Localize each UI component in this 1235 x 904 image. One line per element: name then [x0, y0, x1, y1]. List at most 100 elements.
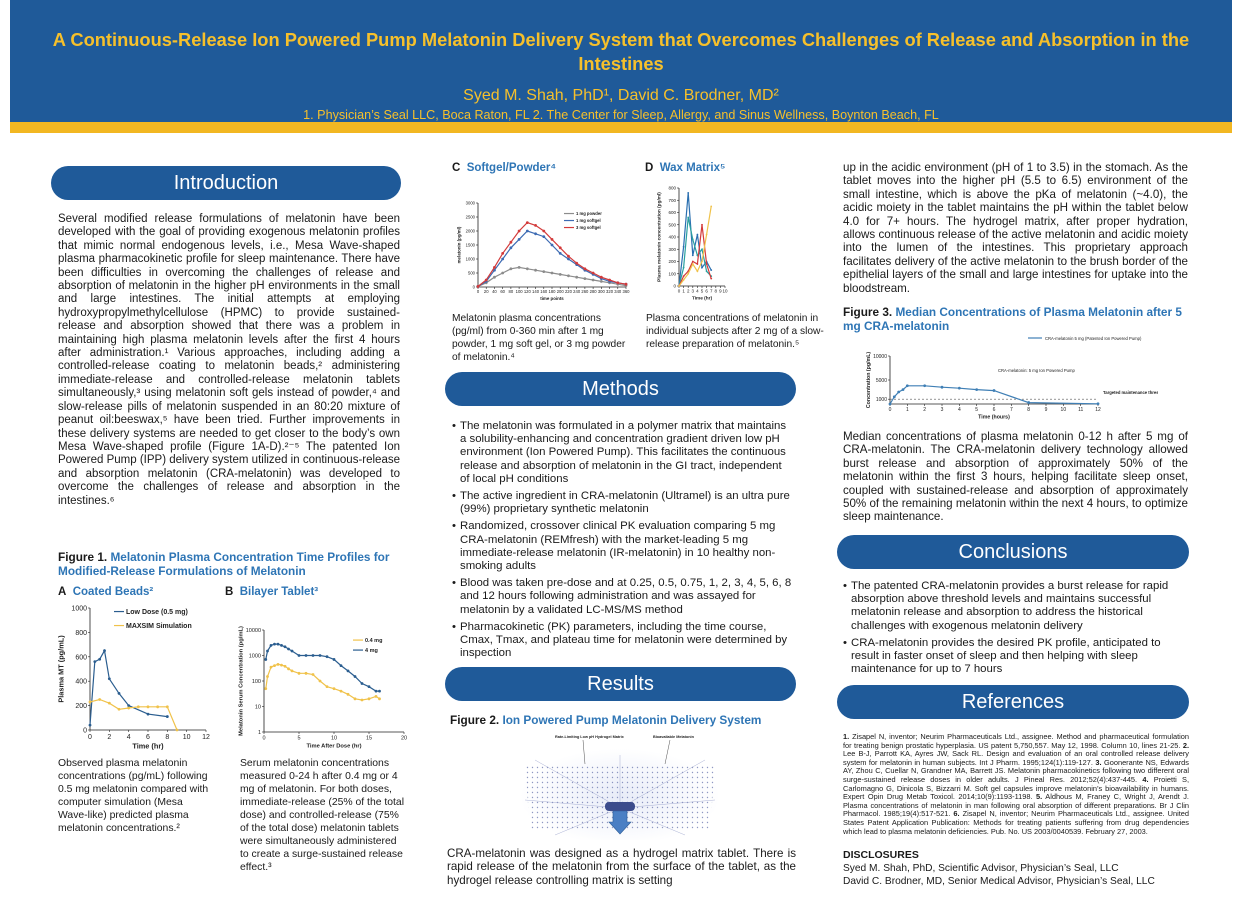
data-point — [575, 275, 579, 279]
figure2-title-text: Ion Powered Pump Melatonin Delivery Syst… — [502, 713, 762, 727]
methods-bullet: Randomized, crossover clinical PK evalua… — [452, 520, 794, 573]
x-tick-label: 9 — [719, 289, 722, 294]
x-axis-label: Time (hours) — [978, 415, 1010, 421]
x-tick-label: 260 — [581, 289, 589, 294]
x-tick-label: 180 — [549, 289, 557, 294]
x-tick-label: 0 — [88, 734, 92, 741]
y-tick-label: 5000 — [876, 378, 887, 384]
data-point — [534, 268, 537, 272]
diagram-right-pointer — [664, 739, 671, 765]
conclusions-heading: Conclusions — [837, 535, 1189, 569]
data-point — [332, 658, 336, 661]
x-tick-label: 10 — [331, 736, 337, 742]
x-tick-label: 9 — [1045, 407, 1048, 413]
x-tick-label: 200 — [557, 289, 565, 294]
data-point — [691, 254, 694, 257]
data-point — [269, 665, 273, 669]
data-point — [367, 685, 371, 689]
y-axis-label: melatonin (pg/ml) — [457, 226, 462, 263]
panel-b-name: Bilayer Tablet³ — [239, 586, 319, 598]
conclusions-list: The patented CRA-melatonin provides a bu… — [843, 580, 1191, 680]
y-tick-label: 600 — [75, 654, 87, 661]
data-point — [696, 263, 699, 265]
legend-label: 0.4 mg — [365, 638, 382, 644]
data-point — [165, 715, 169, 718]
x-tick-label: 100 — [516, 289, 524, 294]
x-tick-label: 10 — [1061, 407, 1067, 413]
x-tick-label: 7 — [1010, 407, 1013, 413]
y-tick-label: 400 — [668, 235, 676, 240]
x-axis-label: time points — [540, 296, 564, 301]
data-point — [287, 647, 290, 651]
data-point — [509, 267, 513, 271]
data-point — [534, 224, 537, 227]
disclosures-list: Syed M. Shah, PhD, Scientific Advisor, P… — [843, 862, 1189, 888]
chart-annotation: CRA-melatonin: 5 mg Ion Powered Pump — [998, 368, 1075, 373]
data-point — [975, 388, 979, 391]
x-tick-label: 8 — [715, 289, 718, 294]
legend-label: Low Dose (0.5 mg) — [126, 609, 188, 616]
data-point — [901, 388, 905, 391]
figure3-label: Figure 3. — [843, 305, 893, 319]
chart-fig1c: 0 20 40 60 80 100 120 140 160 180 200 220 240 260 280 3… — [457, 200, 630, 301]
series-line — [678, 206, 712, 287]
panel-c-letter: C — [452, 162, 461, 174]
x-axis-label: Time (hr) — [132, 742, 164, 751]
methods-bullet: Blood was taken pre-dose and at 0.25, 0.… — [452, 577, 794, 617]
panel-d-title: D Wax Matrix⁵ — [645, 162, 725, 174]
y-tick-label: 0 — [673, 284, 676, 289]
data-point — [517, 238, 521, 241]
data-point — [550, 271, 554, 275]
y-tick-label: 1000 — [249, 653, 261, 659]
data-point — [311, 654, 315, 657]
x-tick-label: 40 — [492, 289, 497, 294]
data-point — [1096, 402, 1100, 406]
y-tick-label: 400 — [75, 679, 87, 686]
figure3-caption: Median concentrations of plasma melatoni… — [843, 430, 1188, 524]
y-axis-label: Melatonin Serum Concentration (pg/mL) — [238, 626, 244, 736]
x-tick-label: 5 — [701, 289, 704, 294]
x-tick-label: 0 — [678, 289, 681, 294]
y-axis-label: Concentration (pg/mL) — [866, 352, 872, 409]
data-point — [710, 269, 713, 271]
x-tick-label: 340 — [614, 289, 622, 294]
data-point — [325, 685, 329, 689]
data-point — [682, 275, 685, 278]
down-arrow-icon — [608, 810, 632, 835]
data-point — [957, 386, 961, 390]
legend-label: 1 mg softgel — [576, 218, 601, 223]
data-point — [283, 664, 287, 668]
y-tick-label: 1000 — [466, 256, 476, 261]
data-point — [146, 712, 150, 716]
data-point — [276, 642, 280, 646]
data-point — [339, 689, 343, 693]
data-point — [276, 662, 280, 666]
panel-a-letter: A — [58, 586, 67, 598]
data-point — [701, 248, 703, 251]
y-tick-label: 10 — [255, 704, 261, 710]
poster-authors: Syed M. Shah, PhD¹, David C. Brodner, MD… — [463, 87, 779, 104]
chart-fig1b: 0 5 10 15 20 1 10 100 1000 10000 Time After Dose (… — [238, 626, 407, 750]
x-tick-label: 0 — [477, 289, 480, 294]
x-tick-label: 1 — [682, 289, 685, 294]
series-line — [89, 698, 178, 731]
conclusions-bullet: CRA-melatonin provides the desired PK pr… — [843, 637, 1191, 677]
y-tick-label: 700 — [668, 198, 676, 203]
panel-d-caption: Plasma concentrations of melatonin in in… — [646, 313, 824, 350]
data-point — [283, 645, 287, 649]
panel-c-title: C Softgel/Powder⁴ — [452, 162, 556, 174]
data-point — [682, 245, 685, 248]
x-tick-label: 8 — [1027, 407, 1030, 413]
data-point — [287, 667, 290, 671]
y-tick-label: 1500 — [466, 242, 476, 247]
data-point — [616, 281, 620, 285]
data-point — [325, 655, 329, 659]
data-point — [525, 221, 529, 224]
data-point — [318, 679, 322, 683]
y-tick-label: 10000 — [873, 354, 887, 360]
data-point — [501, 271, 505, 275]
data-point — [558, 273, 562, 276]
data-point — [710, 205, 713, 208]
data-point — [567, 274, 570, 278]
